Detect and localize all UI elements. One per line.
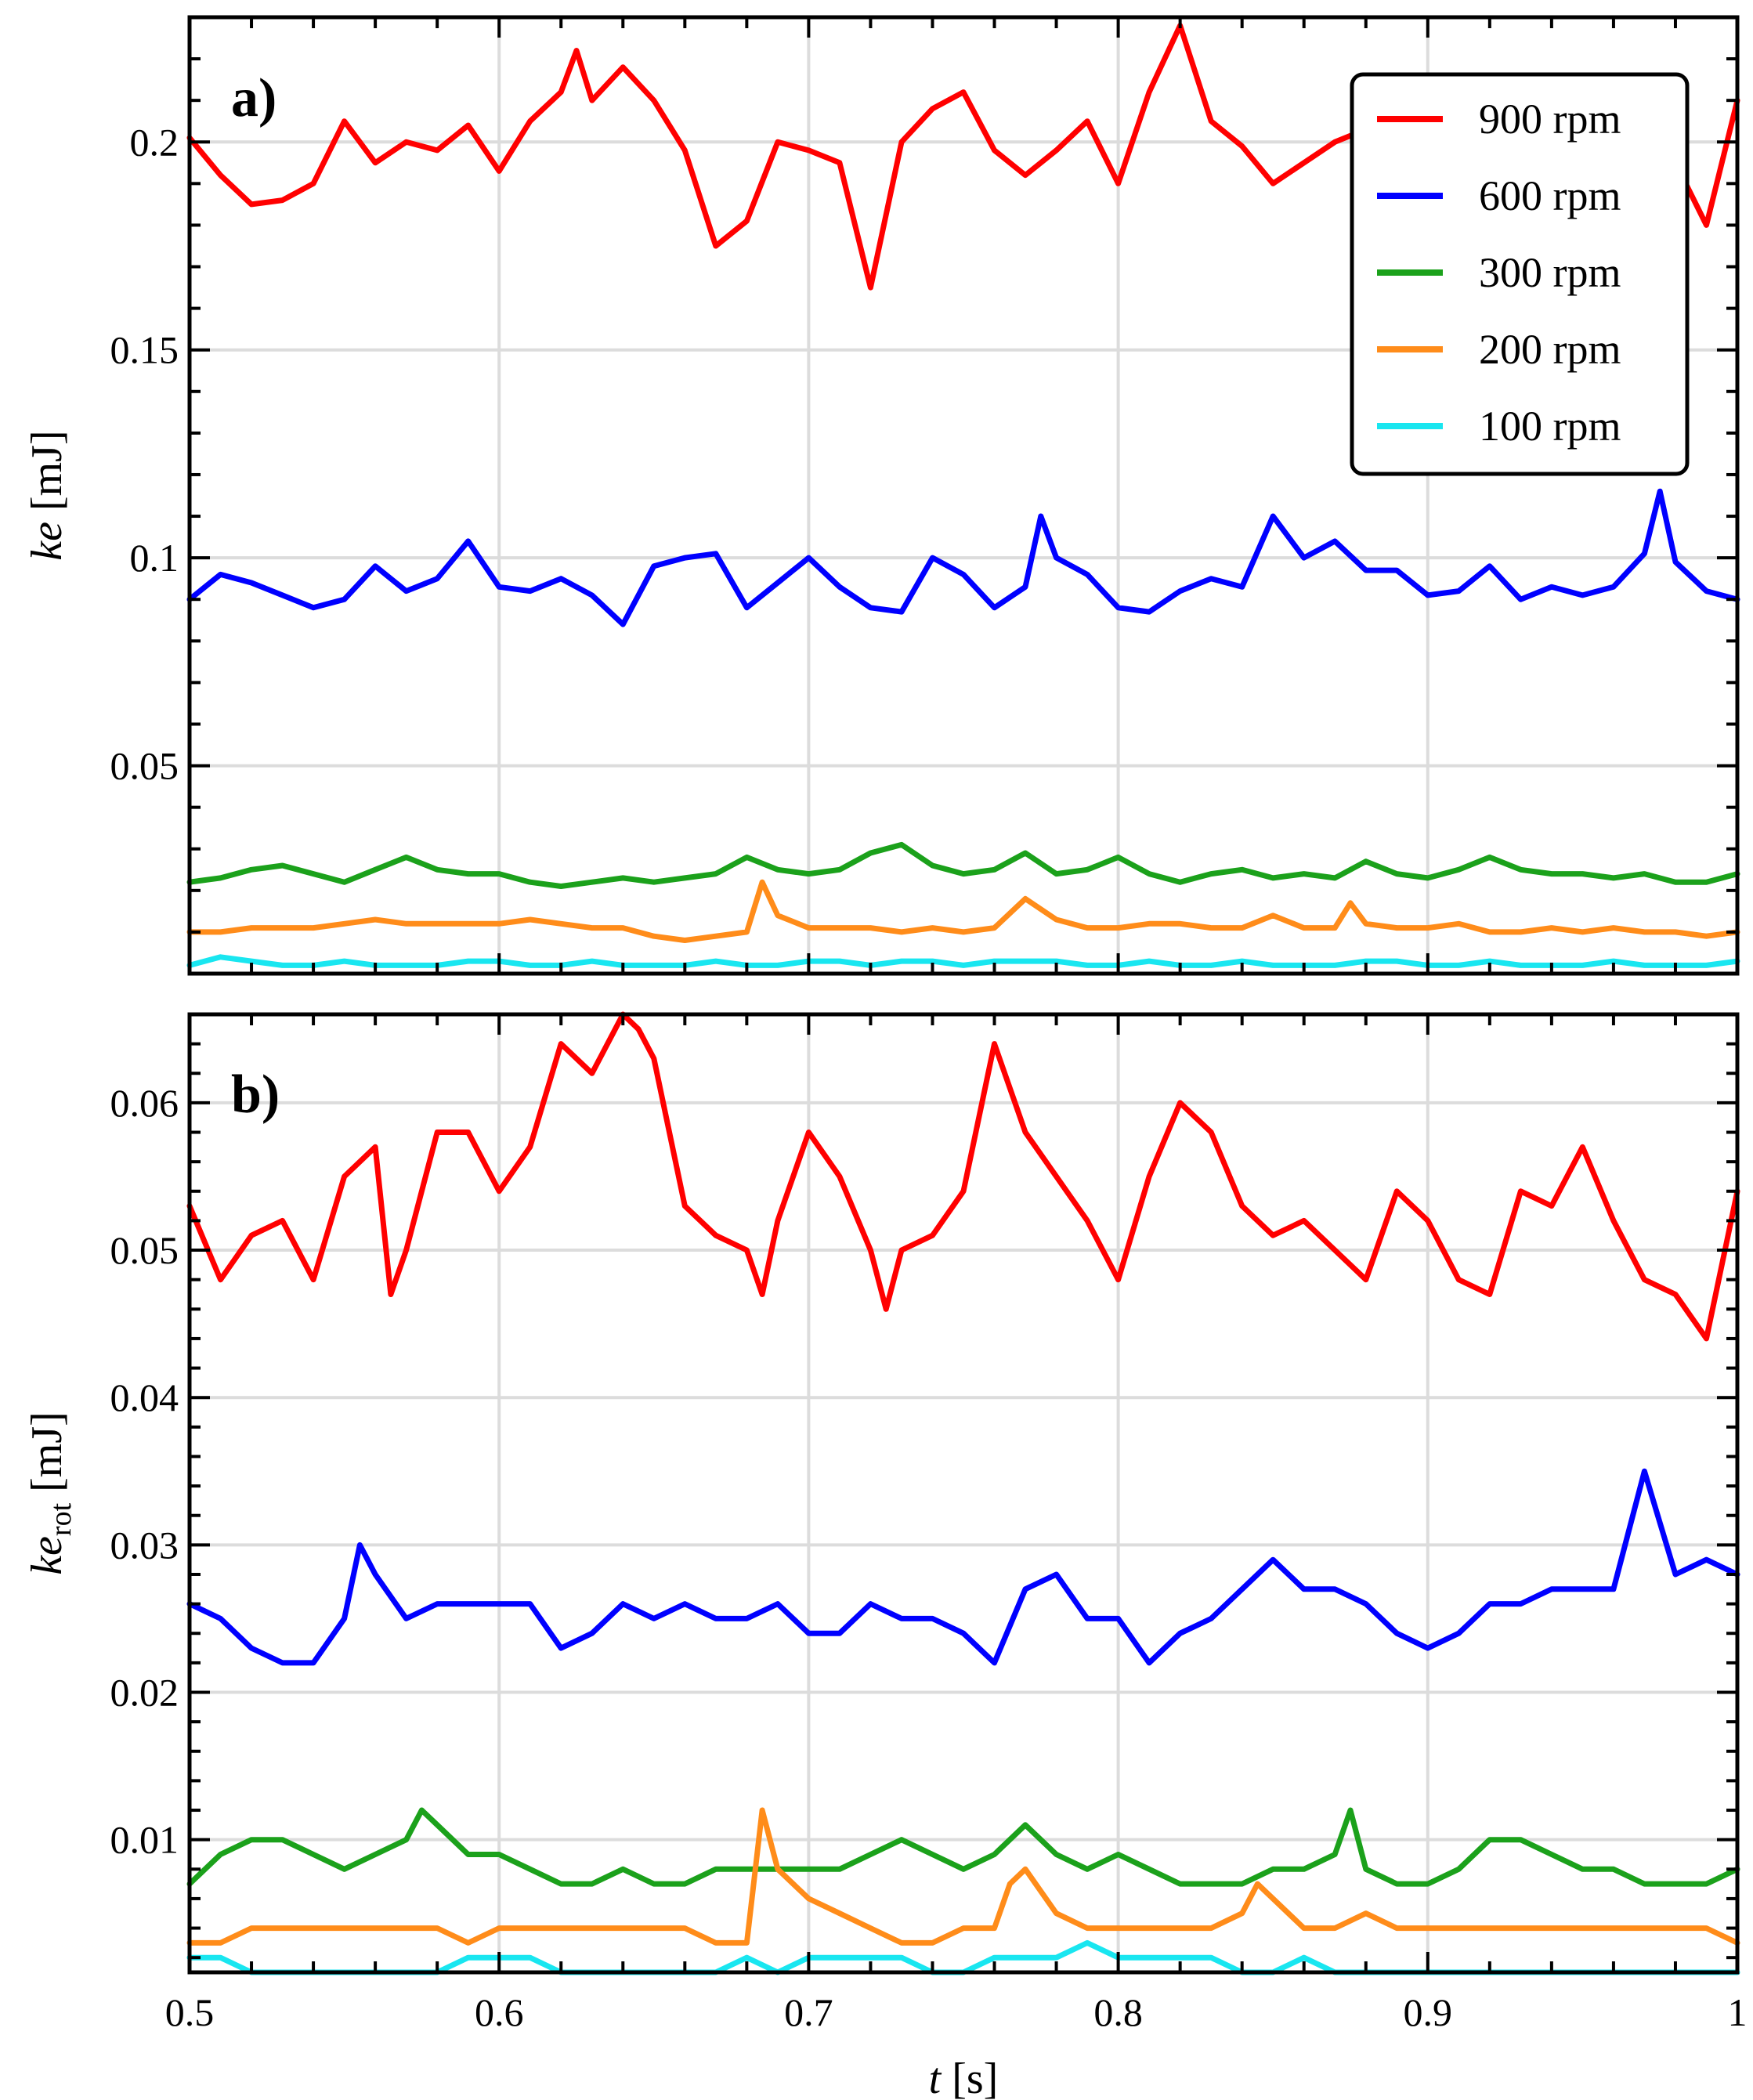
plot-frame — [187, 15, 1740, 976]
panel-label: a) — [231, 68, 277, 128]
legend-label: 900 rpm — [1479, 96, 1621, 143]
x-tick-label: 0.9 — [1404, 1990, 1453, 2034]
legend-label: 100 rpm — [1479, 403, 1621, 450]
legend-label: 300 rpm — [1479, 249, 1621, 296]
series-line-300-rpm — [186, 841, 1740, 889]
x-tick-label: 0.7 — [784, 1990, 833, 2034]
panel-label: b) — [231, 1064, 280, 1125]
y-tick-label: 0.1 — [130, 536, 179, 580]
y-tick-label: 0.2 — [130, 120, 179, 164]
y-tick-label: 0.05 — [110, 1228, 179, 1272]
series-line-600-rpm — [186, 488, 1740, 627]
series-line-100-rpm — [186, 954, 1740, 968]
series-line-100-rpm — [186, 1939, 1740, 1975]
y-tick-label: 0.04 — [110, 1375, 179, 1419]
series-line-600-rpm — [186, 1468, 1740, 1666]
panel-a: 0.05 0.1 0.15 0.2 ke [mJ] a) — [23, 15, 1740, 976]
y-tick-label: 0.05 — [110, 744, 179, 788]
x-axis-label: t [s] — [929, 2055, 999, 2100]
legend-label: 600 rpm — [1479, 172, 1621, 219]
x-tick-label: 1 — [1728, 1990, 1748, 2034]
y-tick-label: 0.02 — [110, 1671, 179, 1715]
y-tick-label: 0.01 — [110, 1818, 179, 1862]
y-axis-label: kerot [mJ] — [23, 1411, 78, 1575]
y-tick-label: 0.06 — [110, 1081, 179, 1125]
legend: 900 rpm 600 rpm 300 rpm 200 rpm 100 rpm — [1350, 72, 1690, 476]
series-line-900-rpm — [186, 1011, 1740, 1342]
series-line-300-rpm — [186, 1807, 1740, 1887]
series-line-200-rpm — [186, 1807, 1740, 1946]
y-tick-label: 0.03 — [110, 1523, 179, 1567]
panel-b: 0.01 0.02 0.03 0.04 0.05 0.06 0.5 0.6 0.7 0.8 0.9 1… — [23, 1011, 1748, 2100]
x-tick-label: 0.5 — [165, 1990, 215, 2034]
y-axis-label: ke [mJ] — [23, 430, 71, 560]
plot-frame — [187, 1012, 1740, 1975]
legend-label: 200 rpm — [1479, 326, 1621, 373]
y-tick-label: 0.15 — [110, 328, 179, 372]
x-tick-label: 0.6 — [475, 1990, 524, 2034]
series-line-200-rpm — [186, 879, 1740, 943]
x-tick-label: 0.8 — [1093, 1990, 1143, 2034]
legend-box — [1350, 72, 1690, 476]
